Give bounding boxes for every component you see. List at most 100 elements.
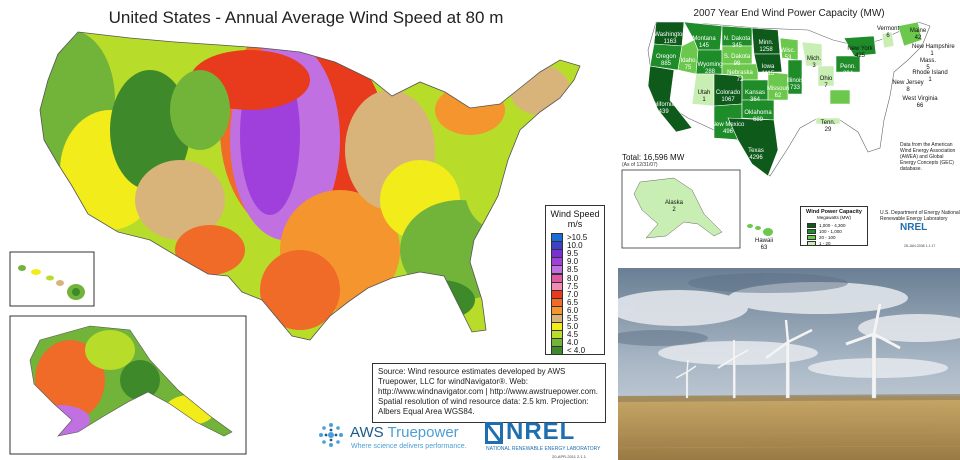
state-value: 1115 (761, 71, 775, 77)
state-name: Ohio (819, 76, 833, 82)
state-value: 72 (736, 77, 744, 83)
capacity-map-title: 2007 Year End Wind Power Capacity (MW) (693, 8, 885, 19)
state-name: Penn. (840, 64, 856, 70)
state-name: New York (847, 46, 873, 52)
aws-name: AWS (350, 424, 388, 441)
state-label: Oklahoma 689 (738, 110, 778, 124)
state-value: 63 (760, 245, 768, 251)
state-label: Kansas 364 (735, 90, 775, 104)
state-name: Wyoming (697, 62, 723, 68)
capacity-legend-swatch (807, 235, 816, 240)
state-value: 364 (749, 97, 760, 103)
capacity-legend-label: 1 - 20 (819, 241, 831, 246)
state-name: New Mexico (711, 122, 745, 128)
state-name: Mass. (919, 58, 936, 64)
capacity-hawaii-shape (747, 224, 773, 236)
state-label: Mass. 5 (908, 58, 948, 72)
state-name: West Virginia (902, 96, 938, 102)
state-label: New York 425 (840, 46, 880, 60)
state-texas (727, 117, 779, 177)
state-name: Colorado (715, 90, 741, 96)
state-illinois (787, 59, 803, 95)
state-value: 29 (824, 127, 832, 133)
capacity-legend-title: Wind Power Capacity (806, 209, 862, 215)
wind-map-title: United States - Annual Average Wind Spee… (108, 8, 504, 27)
state-label: Minn. 1258 (746, 40, 786, 54)
state-value: 288 (704, 69, 715, 75)
state-value: 42 (914, 35, 922, 41)
state-california (647, 65, 693, 133)
nrel-wordmark: NREL (506, 418, 576, 445)
capacity-legend-sub: Megawatts (MW) (816, 215, 851, 220)
state-label: New Mexico 496 (708, 122, 748, 136)
state-name: Maine (909, 28, 927, 34)
state-value: 6 (886, 33, 890, 39)
state-value: 75 (684, 65, 692, 71)
capacity-legend-swatch (807, 229, 816, 234)
state-name: Montana (692, 36, 716, 42)
state-label: Penn. 294 (828, 64, 868, 78)
state-tenn (815, 117, 841, 125)
capacity-legend-swatch (807, 241, 816, 246)
state-value: 689 (752, 117, 763, 123)
state-name: Oregon (655, 54, 676, 60)
state-label: Washington 1163 (650, 32, 690, 46)
legend-label: 9.0 (567, 257, 579, 267)
legend-label: 6.0 (567, 305, 579, 315)
truepower-name: Truepower (387, 424, 459, 441)
state-value: 7 (824, 83, 828, 89)
state-label: Tenn. 29 (808, 120, 848, 134)
state-value: 2 (672, 207, 676, 213)
state-value: 425 (854, 53, 865, 59)
state-value: 1258 (759, 47, 773, 53)
capacity-map (621, 21, 931, 249)
legend-label: 8.5 (567, 265, 579, 275)
capacity-as-of: (As of 12/31/07) (622, 162, 658, 168)
legend-label: 6.5 (567, 297, 579, 307)
legend-label: 4.5 (567, 330, 579, 340)
state-value: 8 (906, 87, 910, 93)
wind-speed-legend: Wind Speed m/s >10.5 10.0 9.5 9.0 8.5 8.0 7.5 7… (545, 205, 605, 356)
state-label: Montana 145 (684, 36, 724, 50)
state-value: 98 (733, 61, 741, 67)
turbine-field-scene (618, 268, 960, 460)
aws-tagline: Where science delivers performance. (351, 443, 467, 450)
state-label: Wisc. 53 (768, 48, 808, 62)
state-value: 4296 (749, 155, 763, 161)
state-label: New Hampshire 1 (912, 44, 955, 58)
state-label: Alaska 2 (654, 200, 694, 214)
state-name: New Jersey (892, 80, 924, 86)
turbine-4 (845, 303, 901, 399)
state-name: Illinois (786, 78, 804, 84)
state-value: 1 (928, 77, 932, 83)
legend-label: >10.5 (567, 233, 588, 242)
state-value: 3 (812, 63, 816, 69)
wind-speed-map-panel: United States - Annual Average Wind Spee… (9, 8, 606, 459)
state-new-york (843, 35, 877, 57)
state-name: Utah (697, 90, 711, 96)
state-value: 66 (916, 103, 924, 109)
state-west-virginia (829, 89, 851, 105)
capacity-legend-label: 100 - 1,000 (819, 229, 842, 234)
state-label: Maine 42 (898, 28, 938, 42)
state-missouri (767, 71, 789, 101)
capacity-legend-label: 1,000 - 4,300 (819, 223, 846, 228)
state-name: Oklahoma (744, 110, 772, 116)
capacity-map-date: 28-JAN-2008 1.1.17 (904, 244, 936, 248)
state-label: N. Dakota 345 (717, 36, 757, 50)
state-ohio (817, 65, 835, 87)
legend-label: 4.0 (567, 338, 579, 348)
state-label: Rhode Island 1 (910, 70, 950, 84)
state-iowa (753, 53, 783, 73)
legend-label: 8.0 (567, 273, 579, 283)
state-label: West Virginia 66 (900, 96, 940, 110)
state-name: Kansas (744, 90, 765, 96)
state-value: 733 (789, 85, 800, 91)
state-value: 1163 (663, 39, 677, 45)
state-value: 885 (660, 61, 671, 67)
wind-speed-map (9, 31, 581, 455)
state-name: S. Dakota (723, 54, 751, 60)
state-value: 2439 (655, 109, 669, 115)
state-value: 62 (774, 93, 782, 99)
